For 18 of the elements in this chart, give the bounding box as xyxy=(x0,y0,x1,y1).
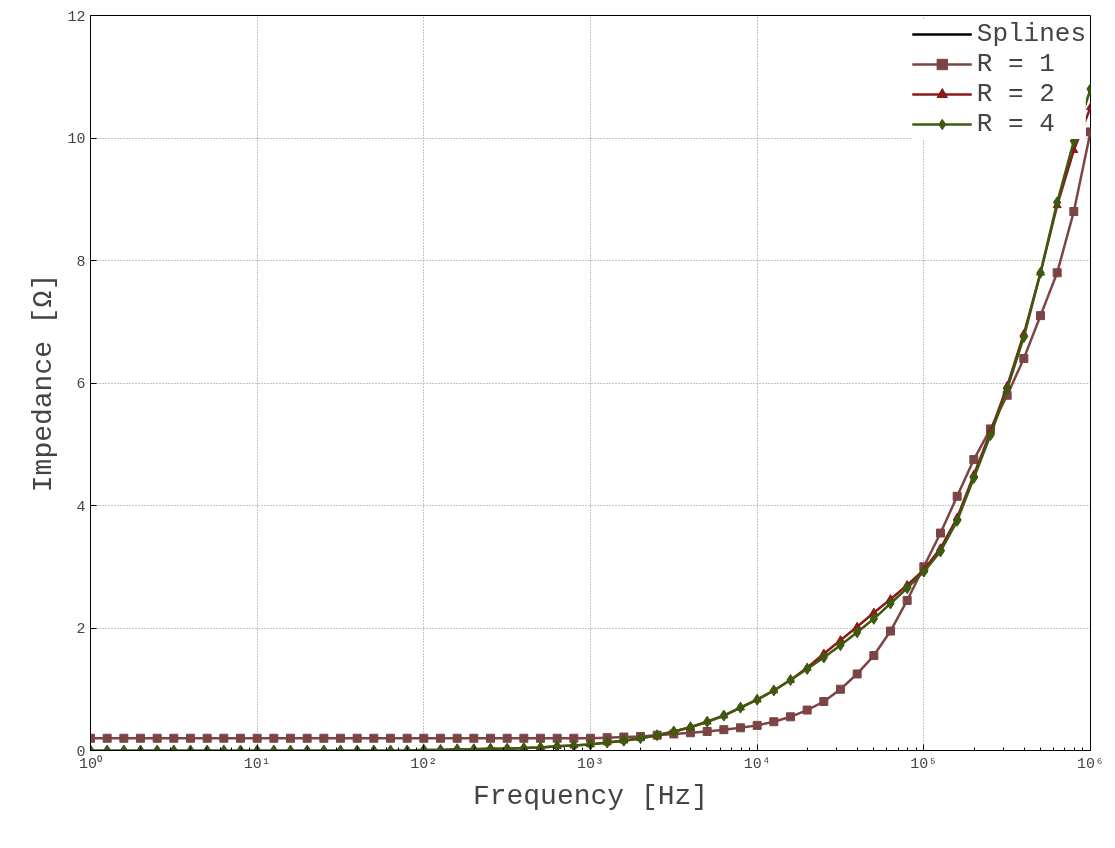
x-tick-label: 10³ xyxy=(577,755,605,773)
legend-label: R = 1 xyxy=(976,49,1055,79)
y-tick-label: 6 xyxy=(76,376,86,393)
x-tick-label: 10² xyxy=(410,755,438,773)
y-tick-label: 10 xyxy=(67,131,86,148)
y-tick-label: 2 xyxy=(76,621,86,638)
legend-label: Splines xyxy=(976,19,1086,49)
y-tick-label: 12 xyxy=(67,8,86,26)
x-tick-label: 10⁶ xyxy=(1077,755,1105,773)
x-tick-label: 10⁵ xyxy=(910,755,938,773)
legend-label: R = 2 xyxy=(976,79,1055,109)
x-axis-title: Frequency [Hz] xyxy=(472,780,709,812)
legend-label: R = 4 xyxy=(976,109,1055,139)
y-tick-label: 4 xyxy=(76,498,86,516)
y-tick-label: 8 xyxy=(76,253,86,271)
x-tick-label: 10⁴ xyxy=(743,755,771,773)
x-tick-label: 10¹ xyxy=(243,755,271,773)
y-axis-title: Impedance [Ω] xyxy=(28,273,60,493)
